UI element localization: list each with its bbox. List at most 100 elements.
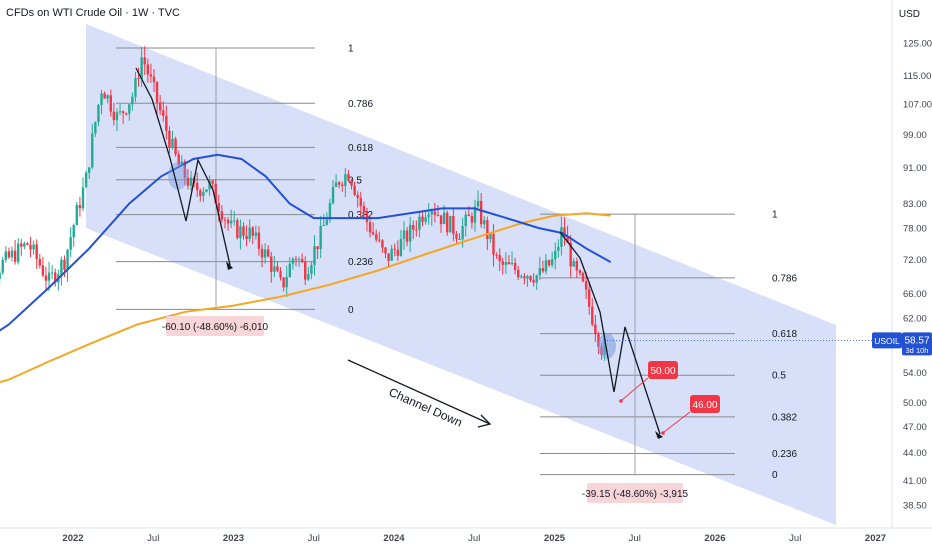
candle: [97, 104, 100, 127]
candle-body: [233, 220, 236, 222]
fib-level-label: 1: [348, 44, 354, 55]
candle-body: [334, 182, 338, 187]
candle: [334, 174, 338, 188]
candle-body: [155, 82, 159, 103]
candle: [439, 215, 443, 233]
candle-body: [180, 161, 183, 165]
candle-body: [134, 78, 137, 97]
candle-body: [189, 177, 193, 186]
channel-arrow: [347, 359, 491, 425]
candle: [560, 216, 563, 256]
candle-body: [63, 259, 66, 270]
candle-body: [547, 260, 551, 266]
candle-body: [384, 247, 387, 254]
price-axis-tick: 54.00: [903, 368, 927, 379]
candle: [371, 222, 375, 236]
candle: [229, 209, 233, 228]
candle: [254, 225, 258, 240]
candle-body: [162, 110, 165, 116]
candle: [239, 219, 242, 250]
candle-body: [128, 104, 131, 114]
candle-body: [263, 249, 267, 258]
currency-label: USD: [898, 9, 920, 20]
candle-body: [304, 261, 307, 280]
candle-body: [507, 262, 511, 265]
candle: [535, 274, 538, 290]
candle: [436, 205, 440, 217]
candle: [464, 210, 467, 237]
candle-body: [38, 258, 41, 266]
candle-body: [381, 240, 384, 248]
price-axis-tick: 44.00: [903, 448, 927, 459]
candle: [421, 211, 424, 227]
candle: [211, 179, 214, 189]
candle: [152, 69, 156, 93]
candle: [547, 259, 551, 267]
candle: [341, 181, 344, 192]
price-axis-tick: 91.00: [903, 163, 927, 174]
fib-level-label: 0.236: [772, 449, 797, 460]
candle-body: [452, 215, 455, 234]
candle-body: [510, 262, 514, 265]
candle-body: [91, 133, 94, 168]
candle-body: [41, 265, 45, 276]
candle-body: [362, 205, 366, 211]
candle: [510, 251, 514, 266]
candle-body: [328, 203, 332, 220]
ma-blue-line: [0, 153, 612, 332]
candle-body: [492, 233, 495, 255]
fib-level-label: 0.5: [772, 371, 786, 382]
price-axis-tick: 99.00: [903, 130, 927, 141]
candle: [66, 248, 69, 282]
candle: [375, 229, 378, 243]
candle-body: [316, 246, 319, 250]
candle: [189, 170, 193, 191]
candle-body: [75, 205, 79, 226]
candle-body: [591, 306, 594, 325]
candle-body: [517, 269, 520, 278]
candle-body: [424, 217, 427, 222]
candle-body: [4, 251, 8, 260]
candle-body: [365, 210, 369, 223]
candle-body: [495, 254, 498, 256]
time-axis-tick: 2026: [704, 533, 725, 544]
candle: [470, 212, 474, 229]
candle-body: [446, 212, 449, 233]
candle: [177, 150, 180, 166]
fib-level-label: 1: [772, 210, 778, 221]
candle: [396, 240, 400, 261]
candle: [131, 92, 134, 111]
projection-2025: [559, 231, 661, 435]
candle-body: [554, 250, 557, 260]
candle: [300, 253, 304, 264]
candle-body: [297, 259, 301, 261]
candle: [538, 256, 542, 281]
candle-body: [10, 250, 14, 258]
candle: [288, 257, 291, 278]
candle: [245, 225, 248, 247]
candle: [125, 112, 128, 116]
candle: [186, 169, 190, 190]
candle-body: [202, 191, 205, 196]
candle: [266, 244, 270, 258]
candle-body: [526, 276, 529, 279]
candle: [273, 255, 276, 278]
candle-body: [168, 130, 171, 148]
candle: [337, 181, 341, 189]
fib-level-label: 0.786: [348, 99, 373, 110]
candle-body: [520, 276, 523, 278]
candle-body: [501, 261, 504, 265]
candle-body: [35, 244, 38, 259]
candle: [331, 180, 335, 205]
candle: [220, 204, 224, 223]
candle-body: [183, 161, 187, 178]
candle-body: [566, 237, 569, 243]
candle-body: [257, 232, 261, 249]
candle-body: [205, 189, 208, 192]
candle-body: [7, 251, 11, 258]
candle-body: [587, 289, 591, 307]
candle-body: [458, 238, 461, 240]
candle: [75, 201, 79, 226]
candle-body: [597, 334, 600, 347]
